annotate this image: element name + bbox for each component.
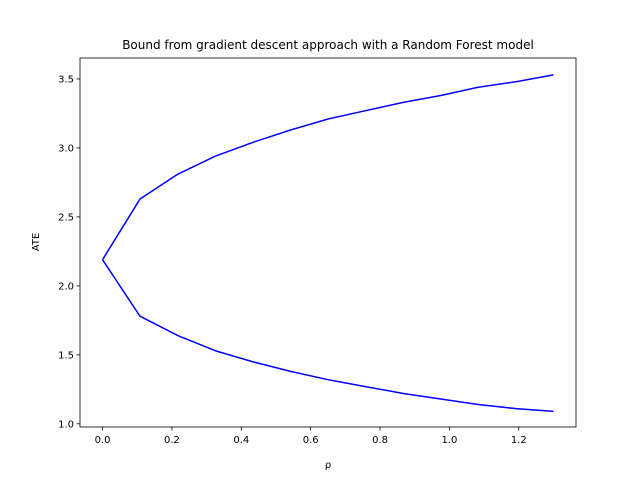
x-tick-label: 0.2 bbox=[164, 435, 180, 446]
y-tick-label: 2.5 bbox=[58, 212, 74, 223]
y-tick-label: 3.0 bbox=[58, 143, 74, 154]
y-tick-label: 1.5 bbox=[58, 350, 74, 361]
chart-title: Bound from gradient descent approach wit… bbox=[122, 38, 534, 52]
plot-area bbox=[80, 58, 576, 427]
x-tick-label: 0.0 bbox=[95, 435, 111, 446]
plot-background bbox=[80, 58, 576, 427]
plot-frame bbox=[79, 57, 577, 428]
x-tick-label: 1.0 bbox=[441, 435, 457, 446]
x-tick-label: 0.6 bbox=[303, 435, 319, 446]
x-tick-label: 0.8 bbox=[372, 435, 388, 446]
lower-bound-line bbox=[101, 259, 554, 413]
y-tick-label: 2.0 bbox=[58, 281, 74, 292]
series-lines bbox=[101, 74, 554, 413]
y-tick-label: 3.5 bbox=[58, 74, 74, 85]
x-tick-label: 0.4 bbox=[233, 435, 249, 446]
x-tick-label: 1.2 bbox=[511, 435, 527, 446]
x-axis-label: ρ bbox=[325, 460, 331, 471]
y-axis-label: ATE bbox=[31, 233, 42, 252]
upper-bound-line bbox=[101, 74, 554, 261]
y-tick-label: 1.0 bbox=[58, 419, 74, 430]
y-axis: 1.0 1.5 2.0 2.5 3.0 3.5 bbox=[58, 74, 80, 430]
x-axis: 0.0 0.2 0.4 0.6 0.8 1.0 1.2 bbox=[95, 427, 527, 446]
